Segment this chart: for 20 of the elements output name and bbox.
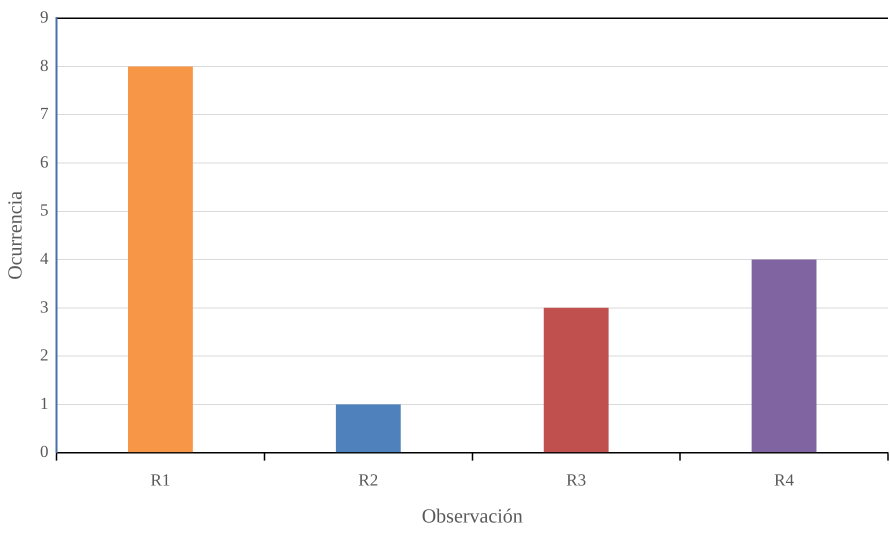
bar xyxy=(336,404,401,452)
y-tick-label: 7 xyxy=(40,104,49,124)
y-tick-label: 6 xyxy=(40,152,48,172)
y-tick-label: 2 xyxy=(40,346,48,365)
x-tick-label: R2 xyxy=(358,470,378,490)
y-tick-label: 4 xyxy=(40,249,49,268)
x-tick-label: R1 xyxy=(150,470,170,490)
x-axis-title: Observación xyxy=(422,505,523,528)
bar xyxy=(128,66,193,452)
bar xyxy=(544,308,609,452)
x-tick-label: R3 xyxy=(566,470,586,490)
y-tick-label: 3 xyxy=(40,297,48,316)
x-tick-label: R4 xyxy=(774,470,794,490)
y-axis-title: Ocurrencia xyxy=(4,190,26,280)
y-tick-label: 0 xyxy=(40,442,48,462)
y-tick-label: 5 xyxy=(40,200,48,220)
y-tick-label: 1 xyxy=(40,394,48,413)
y-tick-label: 8 xyxy=(40,56,48,75)
y-tick-label: 9 xyxy=(40,8,48,27)
bar xyxy=(752,260,816,452)
